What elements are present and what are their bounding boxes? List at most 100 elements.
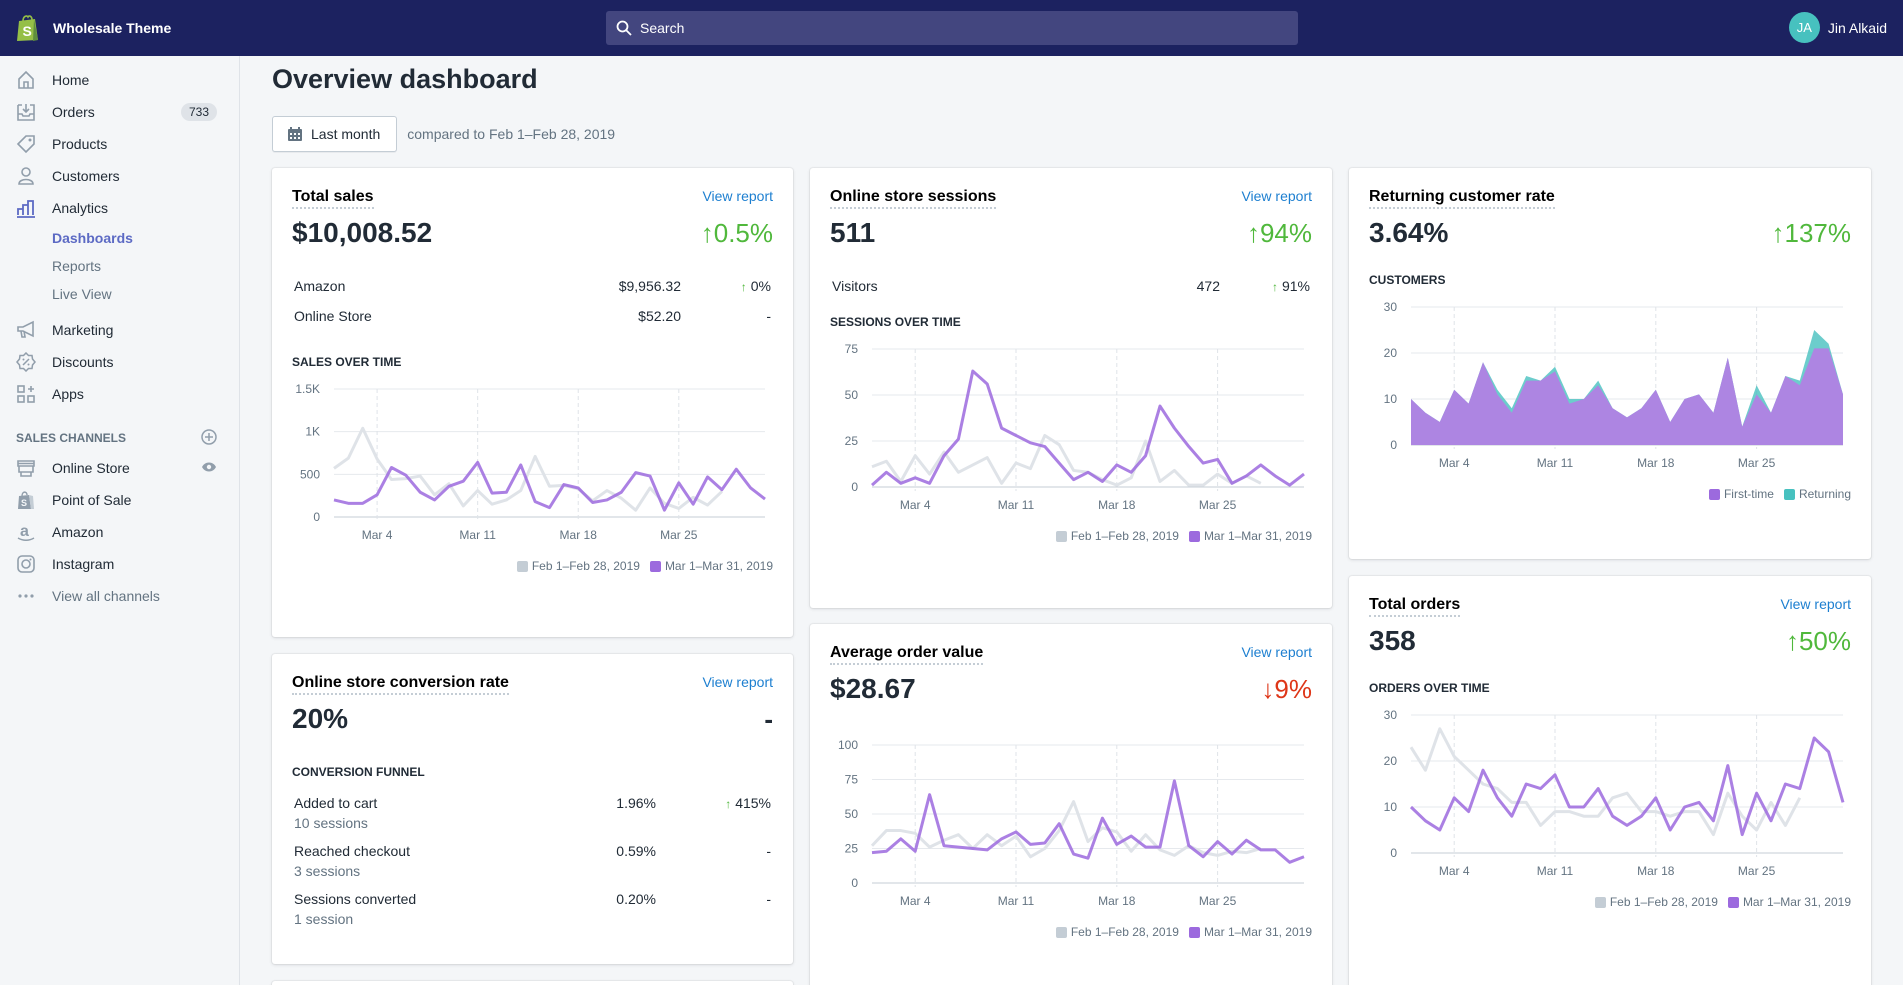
change-value: 415% [735, 795, 771, 811]
legend-swatch-previous [1055, 530, 1067, 542]
metric-value: 358 [1369, 625, 1416, 656]
sidebar-item-online-store[interactable]: Online Store [0, 452, 239, 484]
sidebar-item-point-of-sale[interactable]: S Point of Sale [0, 484, 239, 516]
sidebar-item-home[interactable]: Home [0, 64, 239, 96]
view-report-link[interactable]: View report [702, 674, 773, 690]
store-brand[interactable]: S Wholesale Theme [0, 14, 240, 42]
metric-delta: ↑0.5% [701, 218, 773, 249]
x-tick-label: Mar 25 [660, 528, 698, 542]
add-channel-icon[interactable] [201, 428, 217, 448]
y-tick-label: 25 [845, 842, 859, 856]
sidebar-item-instagram[interactable]: Instagram [0, 548, 239, 580]
sidebar-item-label: Marketing [52, 322, 114, 338]
y-tick-label: 50 [845, 807, 859, 821]
returning-customer-rate-card: Returning customer rate 3.64% ↑137% CUST… [1349, 168, 1871, 559]
y-tick-label: 0 [851, 480, 858, 494]
legend-label-previous: Feb 1–Feb 28, 2019 [1609, 895, 1718, 909]
sidebar-item-amazon[interactable]: a Amazon [0, 516, 239, 548]
metric-value: $10,008.52 [292, 217, 433, 248]
row-change: ↑ 91% [1222, 271, 1312, 301]
card-title[interactable]: Total orders [1369, 596, 1461, 617]
funnel-step-label: Reached checkout [294, 843, 410, 859]
x-tick-label: Mar 4 [1439, 456, 1470, 470]
sidebar-item-label: Products [52, 136, 108, 152]
compare-text: compared to Feb 1–Feb 28, 2019 [407, 126, 616, 142]
y-tick-label: 0 [313, 510, 320, 524]
card-title[interactable]: Returning customer rate [1369, 188, 1555, 209]
instagram-icon [16, 554, 36, 574]
y-tick-label: 0 [851, 876, 858, 890]
average-order-value-chart: 0 25 50 75 100 Mar 4 Mar 11 Mar 18 Mar 25 [838, 738, 1305, 908]
row-change: ↑ 0% [683, 271, 773, 301]
previous-period-line [871, 433, 1262, 487]
current-period-line [870, 369, 1305, 487]
sidebar-item-products[interactable]: Products [0, 128, 239, 160]
x-tick-label: Mar 18 [1637, 864, 1675, 878]
x-tick-label: Mar 11 [1537, 864, 1574, 878]
sidebar-item-label: Home [52, 72, 90, 88]
view-report-link[interactable]: View report [1780, 596, 1851, 612]
table-row: Sessions converted 1 session 0.20% - [292, 885, 773, 933]
view-report-link[interactable]: View report [702, 188, 773, 204]
previous-period-line [1409, 727, 1802, 837]
x-tick-label: Mar 25 [1738, 456, 1776, 470]
legend-swatch-current [1727, 896, 1739, 908]
legend-swatch-first-time [1708, 488, 1720, 500]
row-label: Amazon [294, 278, 346, 294]
date-range-button[interactable]: Last month [272, 116, 398, 152]
search-input[interactable] [640, 20, 1240, 36]
calendar-icon [288, 127, 302, 141]
sidebar-item-view-all-channels[interactable]: View all channels [0, 580, 239, 612]
view-report-link[interactable]: View report [1241, 188, 1312, 204]
date-range-label: Last month [311, 126, 381, 142]
y-tick-label: 50 [845, 388, 859, 402]
row-label: Visitors [832, 278, 878, 294]
card-title[interactable]: Average order value [830, 644, 984, 665]
top-bar: S Wholesale Theme JA Jin Alkaid [0, 0, 1903, 56]
x-tick-label: Mar 25 [1738, 864, 1776, 878]
user-name: Jin Alkaid [1827, 19, 1887, 36]
orders-count-badge: 733 [180, 103, 217, 121]
sidebar-subitem-live-view[interactable]: Live View [52, 286, 112, 302]
legend-label-previous: Feb 1–Feb 28, 2019 [1070, 925, 1179, 939]
sidebar-item-customers[interactable]: Customers [0, 160, 239, 192]
average-order-value-card: Average order value View report $28.67 ↓… [810, 624, 1332, 985]
sidebar-item-marketing[interactable]: Marketing [0, 314, 239, 346]
x-tick-label: Mar 11 [459, 528, 496, 542]
y-tick-label: 75 [845, 342, 859, 356]
legend-swatch-previous [1055, 926, 1067, 938]
legend-swatch-current [649, 560, 661, 572]
sessions-over-time-chart: 0 25 50 75 Mar 4 Mar 11 Mar 18 Mar 25 [845, 342, 1305, 512]
card-title[interactable]: Online store conversion rate [292, 674, 509, 695]
funnel-step-label: Sessions converted [294, 891, 417, 907]
row-label: Online Store [294, 308, 372, 324]
legend-swatch-returning [1783, 488, 1795, 500]
sidebar-item-orders[interactable]: Orders 733 [0, 96, 239, 128]
legend-swatch-current [1188, 530, 1200, 542]
arrow-up-icon: ↑ [725, 797, 732, 811]
sidebar-subitem-reports[interactable]: Reports [52, 258, 102, 274]
sidebar-item-discounts[interactable]: Discounts [0, 346, 239, 378]
metric-delta: ↑50% [1786, 626, 1851, 657]
sidebar-item-apps[interactable]: Apps [0, 378, 239, 410]
arrow-up-icon: ↑ [1785, 625, 1799, 656]
conversion-funnel-table: Added to cart 10 sessions 1.96% ↑ 415% Rea… [292, 789, 773, 933]
sales-over-time-chart: 0 500 1K 1.5K Mar 4 Mar 11 Mar 18 Mar 25 [295, 382, 766, 542]
card-title[interactable]: Total sales [292, 188, 374, 209]
svg-text:a: a [20, 523, 29, 540]
sidebar-subitem-dashboards[interactable]: Dashboards [52, 230, 133, 246]
chart-legend: Feb 1–Feb 28, 2019 Mar 1–Mar 31, 2019 [1369, 895, 1851, 909]
eye-icon[interactable] [201, 460, 217, 476]
sidebar-item-analytics[interactable]: Analytics [0, 192, 239, 224]
funnel-step-value: 1.96% [616, 795, 656, 811]
customers-area-chart: 0 10 20 30 Mar 4 Mar 11 Mar 18 Mar 25 [1384, 300, 1843, 470]
table-row: Added to cart 10 sessions 1.96% ↑ 415% [292, 789, 773, 837]
store-icon [16, 458, 36, 478]
view-report-link[interactable]: View report [1241, 644, 1312, 660]
card-title[interactable]: Online store sessions [830, 188, 997, 209]
metric-value: 511 [830, 217, 876, 248]
search-bar[interactable] [606, 11, 1298, 45]
user-menu[interactable]: JA Jin Alkaid [1788, 12, 1887, 43]
y-tick-label: 25 [845, 434, 859, 448]
funnel-label: CONVERSION FUNNEL [292, 765, 425, 779]
